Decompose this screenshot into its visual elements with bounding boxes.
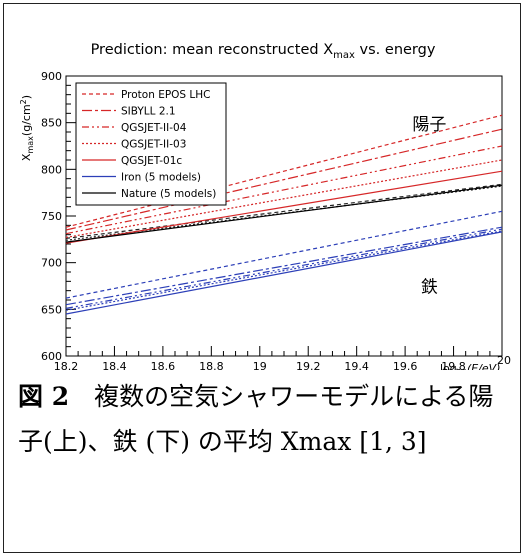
xmax-chart: Prediction: mean reconstructed Xmax vs. … bbox=[19, 42, 511, 370]
series-line bbox=[65, 184, 503, 243]
figure-caption: 図 2 複数の空気シャワーモデルによる陽子(上)、鉄 (下) の平均 Xmax … bbox=[18, 374, 514, 464]
series-line bbox=[65, 145, 503, 235]
legend-box bbox=[75, 82, 227, 206]
x-tick-label: 18.8 bbox=[199, 360, 224, 370]
x-tick-label: 19 bbox=[253, 360, 267, 370]
series-line bbox=[65, 159, 503, 239]
x-tick-label: 18.4 bbox=[102, 360, 127, 370]
y-axis-label: Xmax(g/cm2) bbox=[19, 95, 35, 161]
y-tick-label: 750 bbox=[41, 210, 62, 223]
caption-label: 図 2 bbox=[18, 382, 70, 411]
y-tick-label: 650 bbox=[41, 303, 62, 316]
y-tick-label: 600 bbox=[41, 350, 62, 363]
x-tick-label: 18.6 bbox=[151, 360, 176, 370]
y-tick-label: 700 bbox=[41, 257, 62, 270]
x-axis-label: log10(E/eV) bbox=[440, 362, 501, 370]
series-line bbox=[65, 170, 503, 244]
caption-text: 複数の空気シャワーモデルによる陽子(上)、鉄 (下) の平均 Xmax [1, … bbox=[18, 382, 494, 456]
x-tick-label: 19.6 bbox=[393, 360, 418, 370]
series-line bbox=[65, 114, 503, 228]
x-tick-label: 18.2 bbox=[54, 360, 79, 370]
x-tick-label: 19.8 bbox=[441, 360, 466, 370]
chart-title: Prediction: mean reconstructed Xmax vs. … bbox=[91, 42, 436, 61]
series-line bbox=[65, 231, 503, 315]
series-line bbox=[65, 128, 503, 231]
x-tick-label: 20 bbox=[497, 354, 511, 367]
legend-label: SIBYLL 2.1 bbox=[121, 106, 176, 118]
legend-label: QGSJET-II-04 bbox=[121, 122, 187, 134]
model-line bbox=[65, 183, 503, 239]
legend-label: QGSJET-01c bbox=[121, 155, 182, 167]
legend-label: Proton EPOS LHC bbox=[121, 89, 211, 101]
model-line bbox=[65, 226, 503, 306]
x-tick-label: 19.2 bbox=[296, 360, 321, 370]
chart-annotation: 鉄 bbox=[421, 278, 438, 298]
x-tick-label: 19.4 bbox=[344, 360, 369, 370]
legend-label: Nature (5 models) bbox=[121, 188, 216, 200]
chart-annotation: 陽子 bbox=[412, 115, 446, 135]
model-line bbox=[65, 228, 503, 309]
legend-label: Iron (5 models) bbox=[121, 172, 201, 184]
y-tick-label: 900 bbox=[41, 70, 62, 83]
y-tick-label: 850 bbox=[41, 117, 62, 130]
legend-label: QGSJET-II-03 bbox=[121, 139, 186, 151]
model-line bbox=[65, 230, 503, 311]
y-tick-label: 800 bbox=[41, 163, 62, 176]
